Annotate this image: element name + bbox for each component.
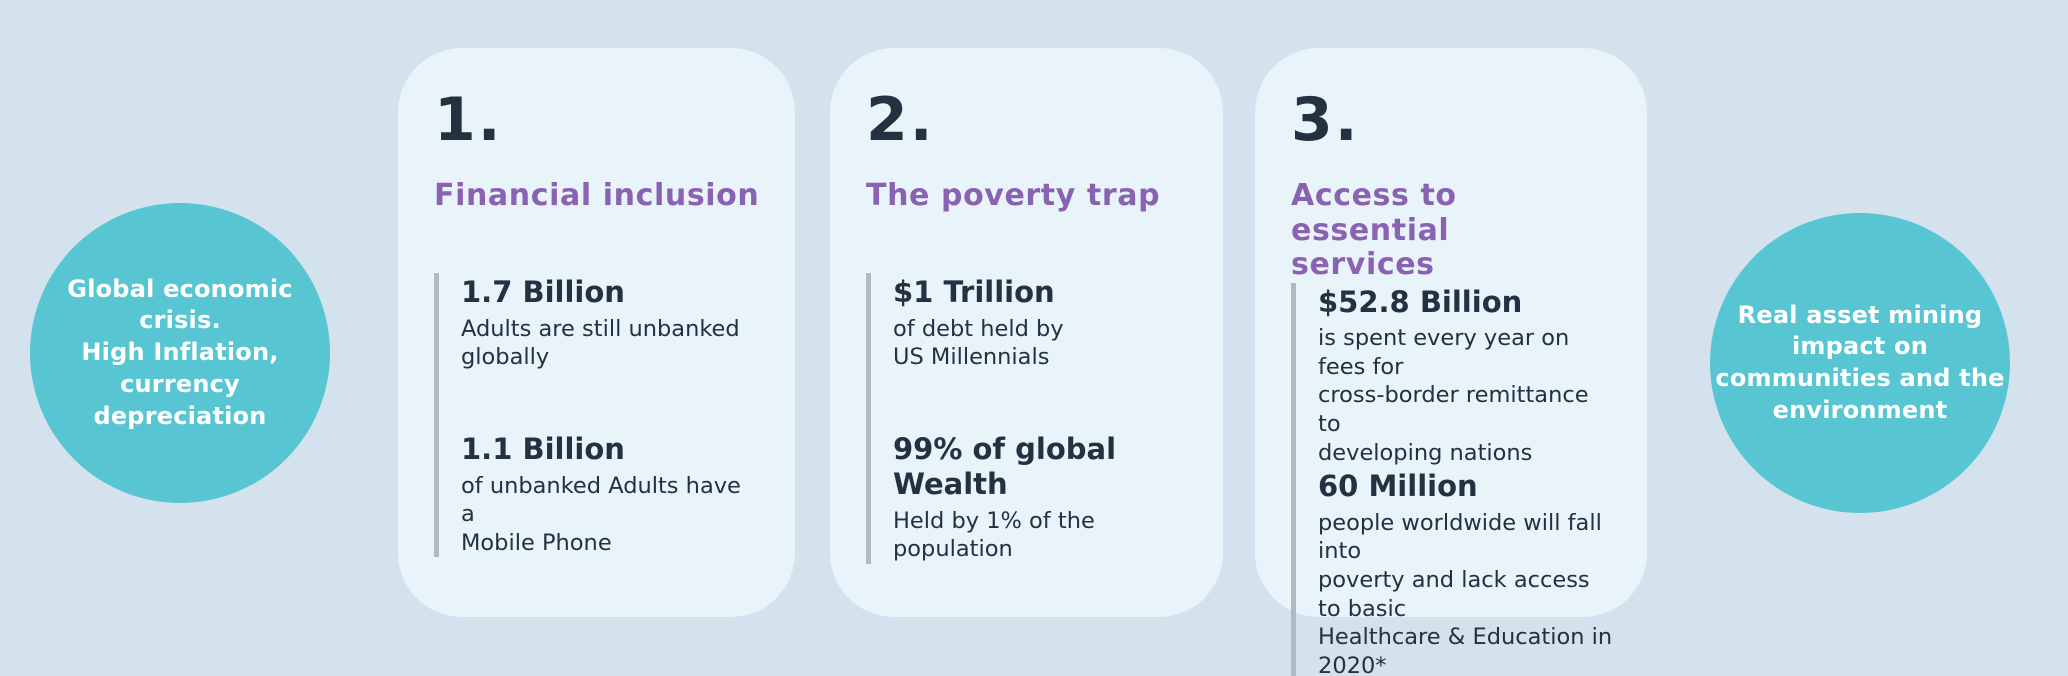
stat-description: Held by 1% of the population bbox=[893, 507, 1095, 563]
global-crisis-circle: Global economic crisis. High Inflation, … bbox=[30, 203, 330, 503]
stat-value: 60 Million bbox=[1318, 469, 1478, 504]
card-poverty-trap: 2. The poverty trap $1 Trillion of debt … bbox=[830, 48, 1223, 617]
stat-block: 1.1 Billion of unbanked Adults have a Mo… bbox=[434, 430, 761, 558]
stats-list: 1.7 Billion Adults are still unbanked gl… bbox=[434, 273, 761, 558]
stat-description: is spent every year on fees for cross-bo… bbox=[1318, 325, 1589, 466]
card-title: The poverty trap bbox=[866, 178, 1161, 213]
stat-description: Adults are still unbanked globally bbox=[461, 315, 740, 371]
stats-list: $1 Trillion of debt held by US Millennia… bbox=[866, 273, 1189, 564]
card-number: 1. bbox=[434, 85, 503, 155]
stat-description: of debt held by US Millennials bbox=[893, 315, 1064, 371]
card-access-essential-services: 3. Access to essential services $52.8 Bi… bbox=[1255, 48, 1647, 676]
stat-value: 1.1 Billion bbox=[461, 432, 625, 466]
stat-description: of unbanked Adults have a Mobile Phone bbox=[461, 472, 741, 556]
mining-impact-circle-text: Real asset mining impact on communities … bbox=[1715, 300, 2005, 424]
card-financial-inclusion: 1. Financial inclusion 1.7 Billion Adult… bbox=[398, 48, 795, 617]
card-title: Access to essential services bbox=[1291, 178, 1457, 282]
stats-list: $52.8 Billion is spent every year on fee… bbox=[1291, 282, 1613, 676]
stat-value: 99% of global Wealth bbox=[893, 432, 1117, 501]
stat-value: 1.7 Billion bbox=[461, 275, 625, 309]
stat-block: 1.7 Billion Adults are still unbanked gl… bbox=[434, 273, 761, 430]
stat-block: $1 Trillion of debt held by US Millennia… bbox=[866, 273, 1189, 430]
global-crisis-circle-text: Global economic crisis. High Inflation, … bbox=[67, 274, 293, 430]
card-number: 3. bbox=[1291, 85, 1360, 155]
stat-value: $1 Trillion bbox=[893, 275, 1055, 309]
stat-block: 99% of global Wealth Held by 1% of the p… bbox=[866, 430, 1189, 564]
mining-impact-circle: Real asset mining impact on communities … bbox=[1710, 213, 2010, 513]
card-number: 2. bbox=[866, 85, 935, 155]
card-title: Financial inclusion bbox=[434, 178, 760, 213]
stat-description: people worldwide will fall into poverty … bbox=[1318, 509, 1613, 676]
stat-value: $52.8 Billion bbox=[1318, 284, 1523, 319]
stat-block: 60 Million people worldwide will fall in… bbox=[1291, 467, 1613, 676]
stat-block: $52.8 Billion is spent every year on fee… bbox=[1291, 282, 1613, 468]
